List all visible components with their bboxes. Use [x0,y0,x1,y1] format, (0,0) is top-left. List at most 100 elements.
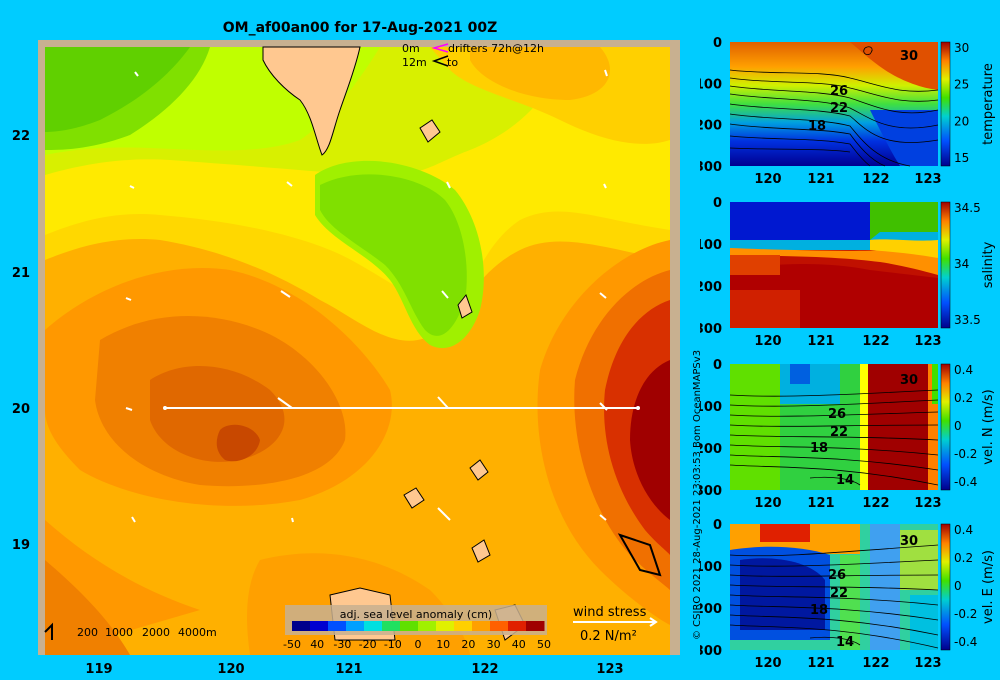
lon-tick: 122 [862,334,889,349]
colorbar-tick: -0.2 [954,447,977,461]
colorbar-swatch [292,621,311,631]
lon-tick: 123 [914,496,941,511]
colorbar-swatch [382,621,401,631]
lon-tick: 121 [807,656,834,671]
contour-label: 18 [808,119,826,134]
colorbar-tick: -30 [333,638,351,651]
contour-label: 22 [830,101,848,116]
depth-tick: 100 [700,560,722,575]
colorbar-tick: -0.2 [954,607,977,621]
contour-label: 22 [830,586,848,601]
lon-tick: 123 [914,334,941,349]
depth-tick: 0 [713,196,722,211]
contour-label: 22 [830,425,848,440]
contour-label: 18 [810,441,828,456]
colorbar-tick: -0.4 [954,635,977,649]
depth-legend: 2000 [142,626,170,639]
depth-tick: 0 [713,36,722,51]
depth-tick: 200 [700,119,722,134]
depth-tick: 300 [700,160,722,175]
drifter-legend-label: to [447,56,458,69]
depth-tick: 100 [700,238,722,253]
map-title: OM_af00an00 for 17-Aug-2021 00Z [222,20,498,36]
panel-ylabel: vel. N (m/s) [981,389,996,464]
colorbar-tick: -10 [384,638,402,651]
lon-tick: 119 [85,662,112,677]
section-panels: 30 26 22 18 [700,36,996,671]
contour-label: 18 [810,603,828,618]
colorbar-tick: 25 [954,78,969,92]
depth-tick: 200 [700,602,722,617]
colorbar-tick: -20 [359,638,377,651]
depth-tick: 0 [713,358,722,373]
colorbar-title: adj. sea level anomaly (cm) [340,608,492,621]
colorbar-swatch [364,621,383,631]
lon-tick: 120 [754,496,781,511]
contour-label: 26 [828,407,846,422]
lon-tick: 120 [754,172,781,187]
colorbar-tick: 33.5 [954,313,981,327]
colorbar-tick: 0.4 [954,523,973,537]
lon-tick: 123 [914,656,941,671]
depth-legend: 4000m [178,626,217,639]
colorbar-tick: 34 [954,257,969,271]
lon-tick: 120 [754,334,781,349]
lon-tick: 120 [754,656,781,671]
depth-tick: 200 [700,280,722,295]
lon-tick: 123 [596,662,623,677]
copyright-text: © CSIRO 2021 28-Aug-2021 23:03:53 Bom Oc… [692,350,703,640]
colorbar-swatch [346,621,365,631]
colorbar-swatch [436,621,455,631]
lon-tick: 121 [807,172,834,187]
depth-tick: 300 [700,322,722,337]
colorbar-swatch [490,621,509,631]
colorbar-tick: 30 [954,41,969,55]
drifter-0m-icon [431,43,449,53]
drifter-legend-label: drifters 72h@12h [448,42,544,55]
lon-tick: 122 [862,656,889,671]
contour-label: 26 [830,84,848,99]
contour-label: 26 [828,568,846,583]
salinity-panel [730,201,951,329]
lat-tick: 20 [12,402,30,417]
colorbar-tick: -0.4 [954,475,977,489]
colorbar-tick: 34.5 [954,201,981,215]
contour-label: 14 [836,473,854,488]
lon-tick: 120 [217,662,244,677]
sea-level-colorbar: adj. sea level anomaly (cm) -50 40 -30 -20-… [283,605,551,651]
colorbar-tick: 0.2 [954,391,973,405]
drifter-legend-depth: 0m [402,42,420,55]
lat-tick: 19 [12,538,30,553]
colorbar-tick: 20 [461,638,475,651]
colorbar-tick: 40 [512,638,526,651]
lon-tick: 121 [335,662,362,677]
depth-tick: 300 [700,644,722,659]
contour-label: 30 [900,49,918,64]
colorbar-tick: 20 [954,114,969,128]
colorbar-tick: 0 [415,638,422,651]
colorbar-tick: 0.4 [954,363,973,377]
colorbar-swatch [328,621,347,631]
colorbar-tick: 0.2 [954,551,973,565]
colorbar-tick: 30 [487,638,501,651]
wind-stress-value: 0.2 N/m² [580,629,637,644]
panel-ylabel: temperature [981,63,996,145]
lat-tick: 22 [12,129,30,144]
colorbar-tick: 0 [954,419,962,433]
lon-tick: 122 [471,662,498,677]
wind-stress-label: wind stress [573,605,647,620]
depth-tick: 100 [700,400,722,415]
depth-tick: 200 [700,442,722,457]
depth-tick: 0 [713,518,722,533]
wind-arrows [125,69,608,523]
lon-tick: 121 [807,496,834,511]
colorbar-tick: 40 [310,638,324,651]
lon-tick: 122 [862,172,889,187]
vel-n-panel: 30 26 22 18 14 [729,363,951,491]
colorbar-swatch [526,621,545,631]
colorbar-swatch [454,621,473,631]
contour-label: 14 [836,635,854,650]
colorbar-swatch [508,621,527,631]
panel-ylabel: salinity [981,241,996,288]
